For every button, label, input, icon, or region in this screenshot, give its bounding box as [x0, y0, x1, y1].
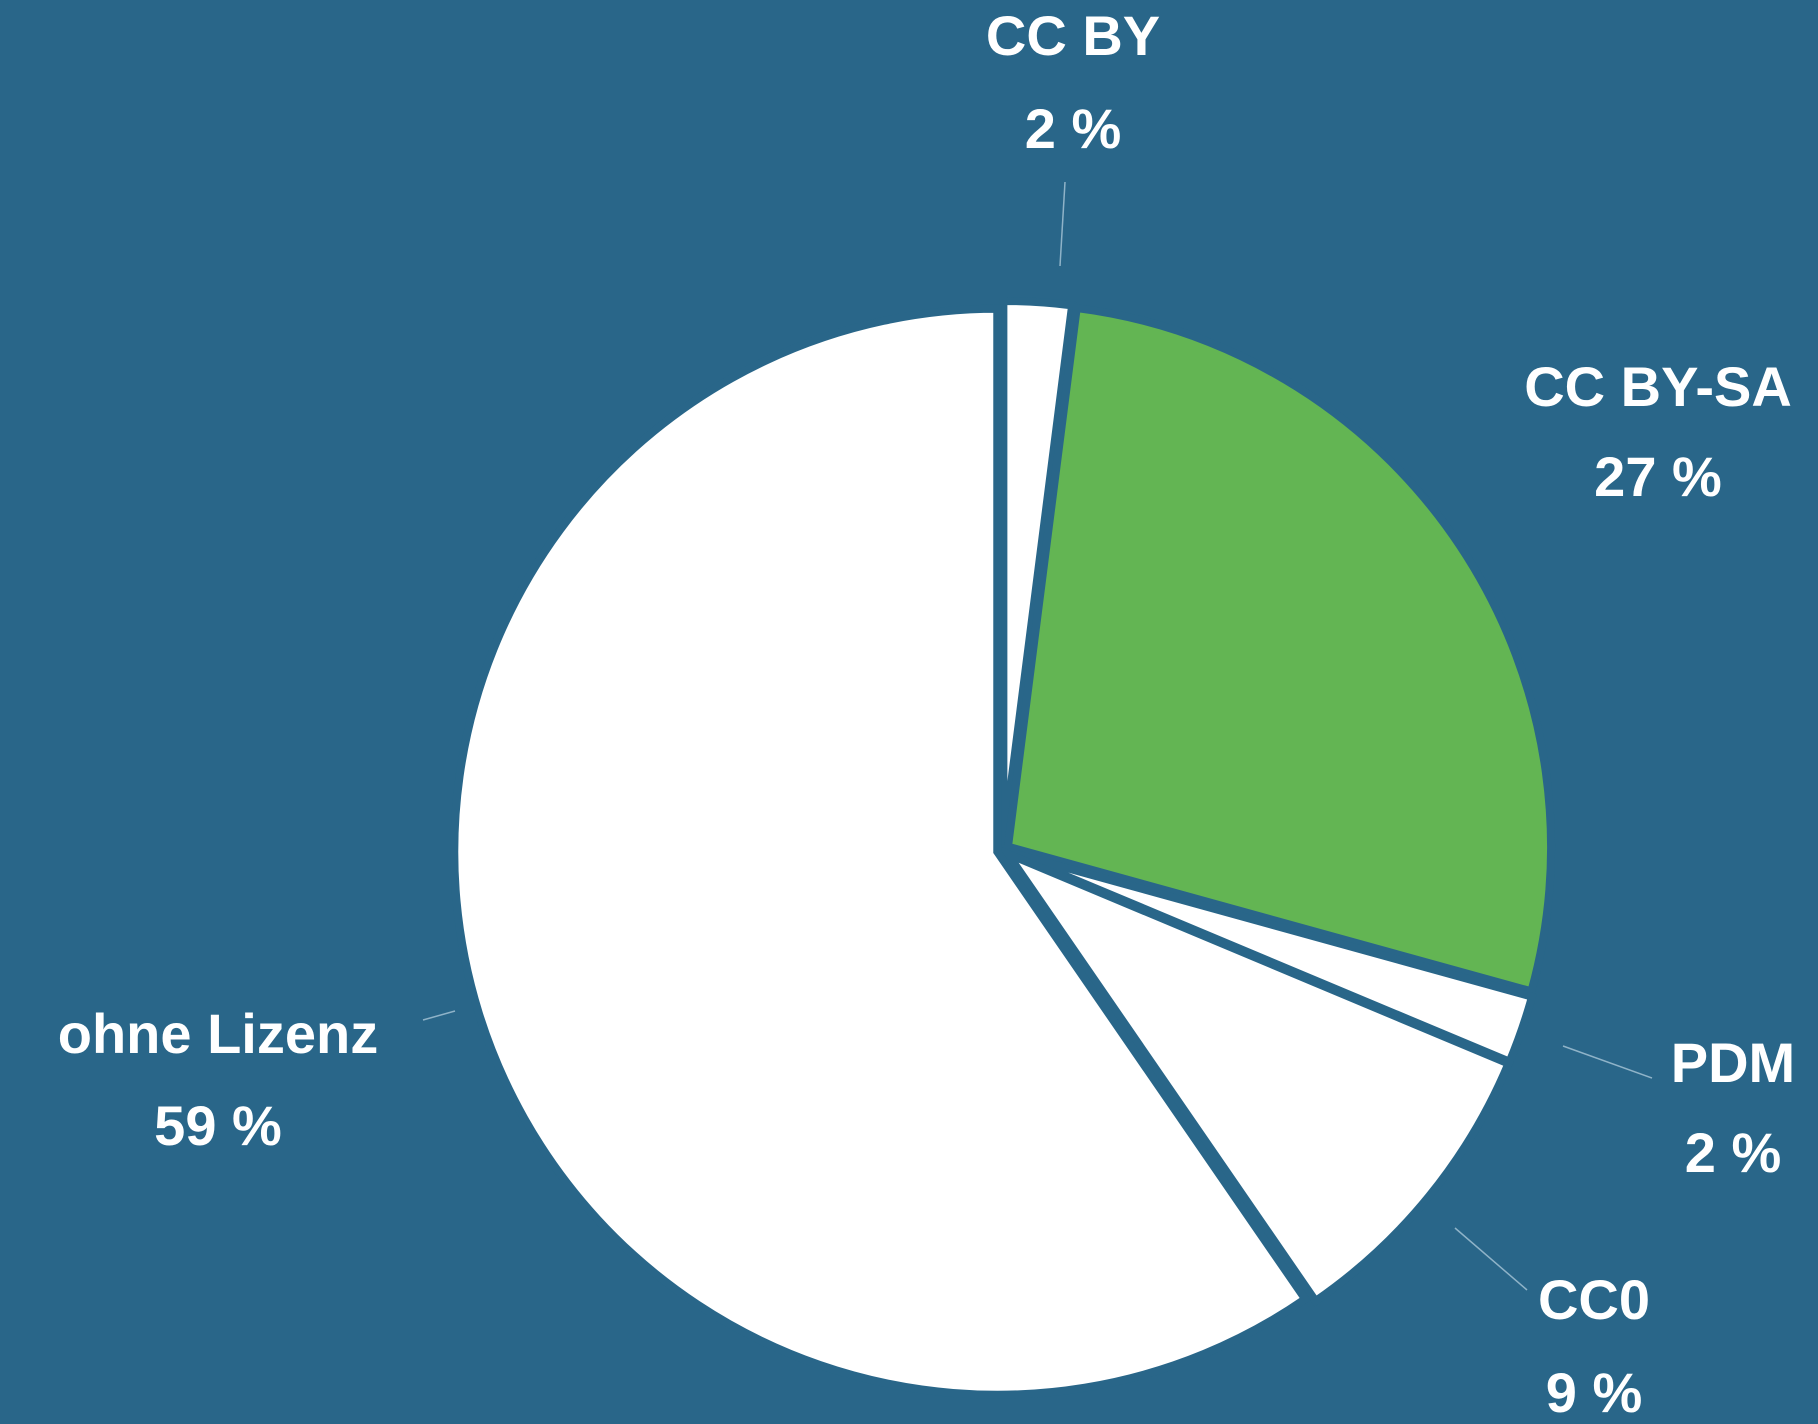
- pie-slice: [999, 297, 1077, 845]
- slice-label: PDM: [1671, 1031, 1795, 1094]
- pie-slice: [450, 304, 1311, 1399]
- pie-slice: [996, 844, 1514, 1307]
- slice-value-label: 27 %: [1594, 445, 1722, 508]
- slice-label: CC0: [1538, 1268, 1650, 1331]
- pie-slice: [1003, 303, 1555, 997]
- slice-label: ohne Lizenz: [58, 1002, 378, 1065]
- slice-value-label: 2 %: [1025, 97, 1122, 160]
- leader-line: [1454, 1227, 1528, 1291]
- leader-line: [1059, 181, 1066, 267]
- leader-line: [422, 1010, 456, 1021]
- slice-value-label: 2 %: [1685, 1121, 1782, 1184]
- slice-label: CC BY: [986, 4, 1160, 67]
- slice-value-label: 9 %: [1546, 1361, 1643, 1424]
- leader-line: [1562, 1045, 1653, 1079]
- slice-label: CC BY-SA: [1524, 355, 1792, 418]
- slice-value-label: 59 %: [154, 1094, 282, 1157]
